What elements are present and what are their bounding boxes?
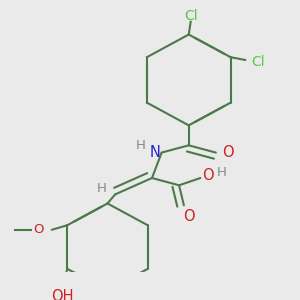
Text: N: N	[149, 145, 160, 160]
Text: H: H	[217, 166, 226, 179]
Text: O: O	[183, 209, 195, 224]
Text: Cl: Cl	[184, 9, 197, 23]
Text: H: H	[135, 139, 145, 152]
Text: OH: OH	[51, 289, 74, 300]
Text: H: H	[97, 182, 106, 195]
Text: O: O	[222, 145, 233, 160]
Text: methoxy: methoxy	[0, 229, 4, 230]
Text: O: O	[202, 168, 214, 183]
Text: O: O	[33, 223, 44, 236]
Text: Cl: Cl	[251, 55, 265, 69]
